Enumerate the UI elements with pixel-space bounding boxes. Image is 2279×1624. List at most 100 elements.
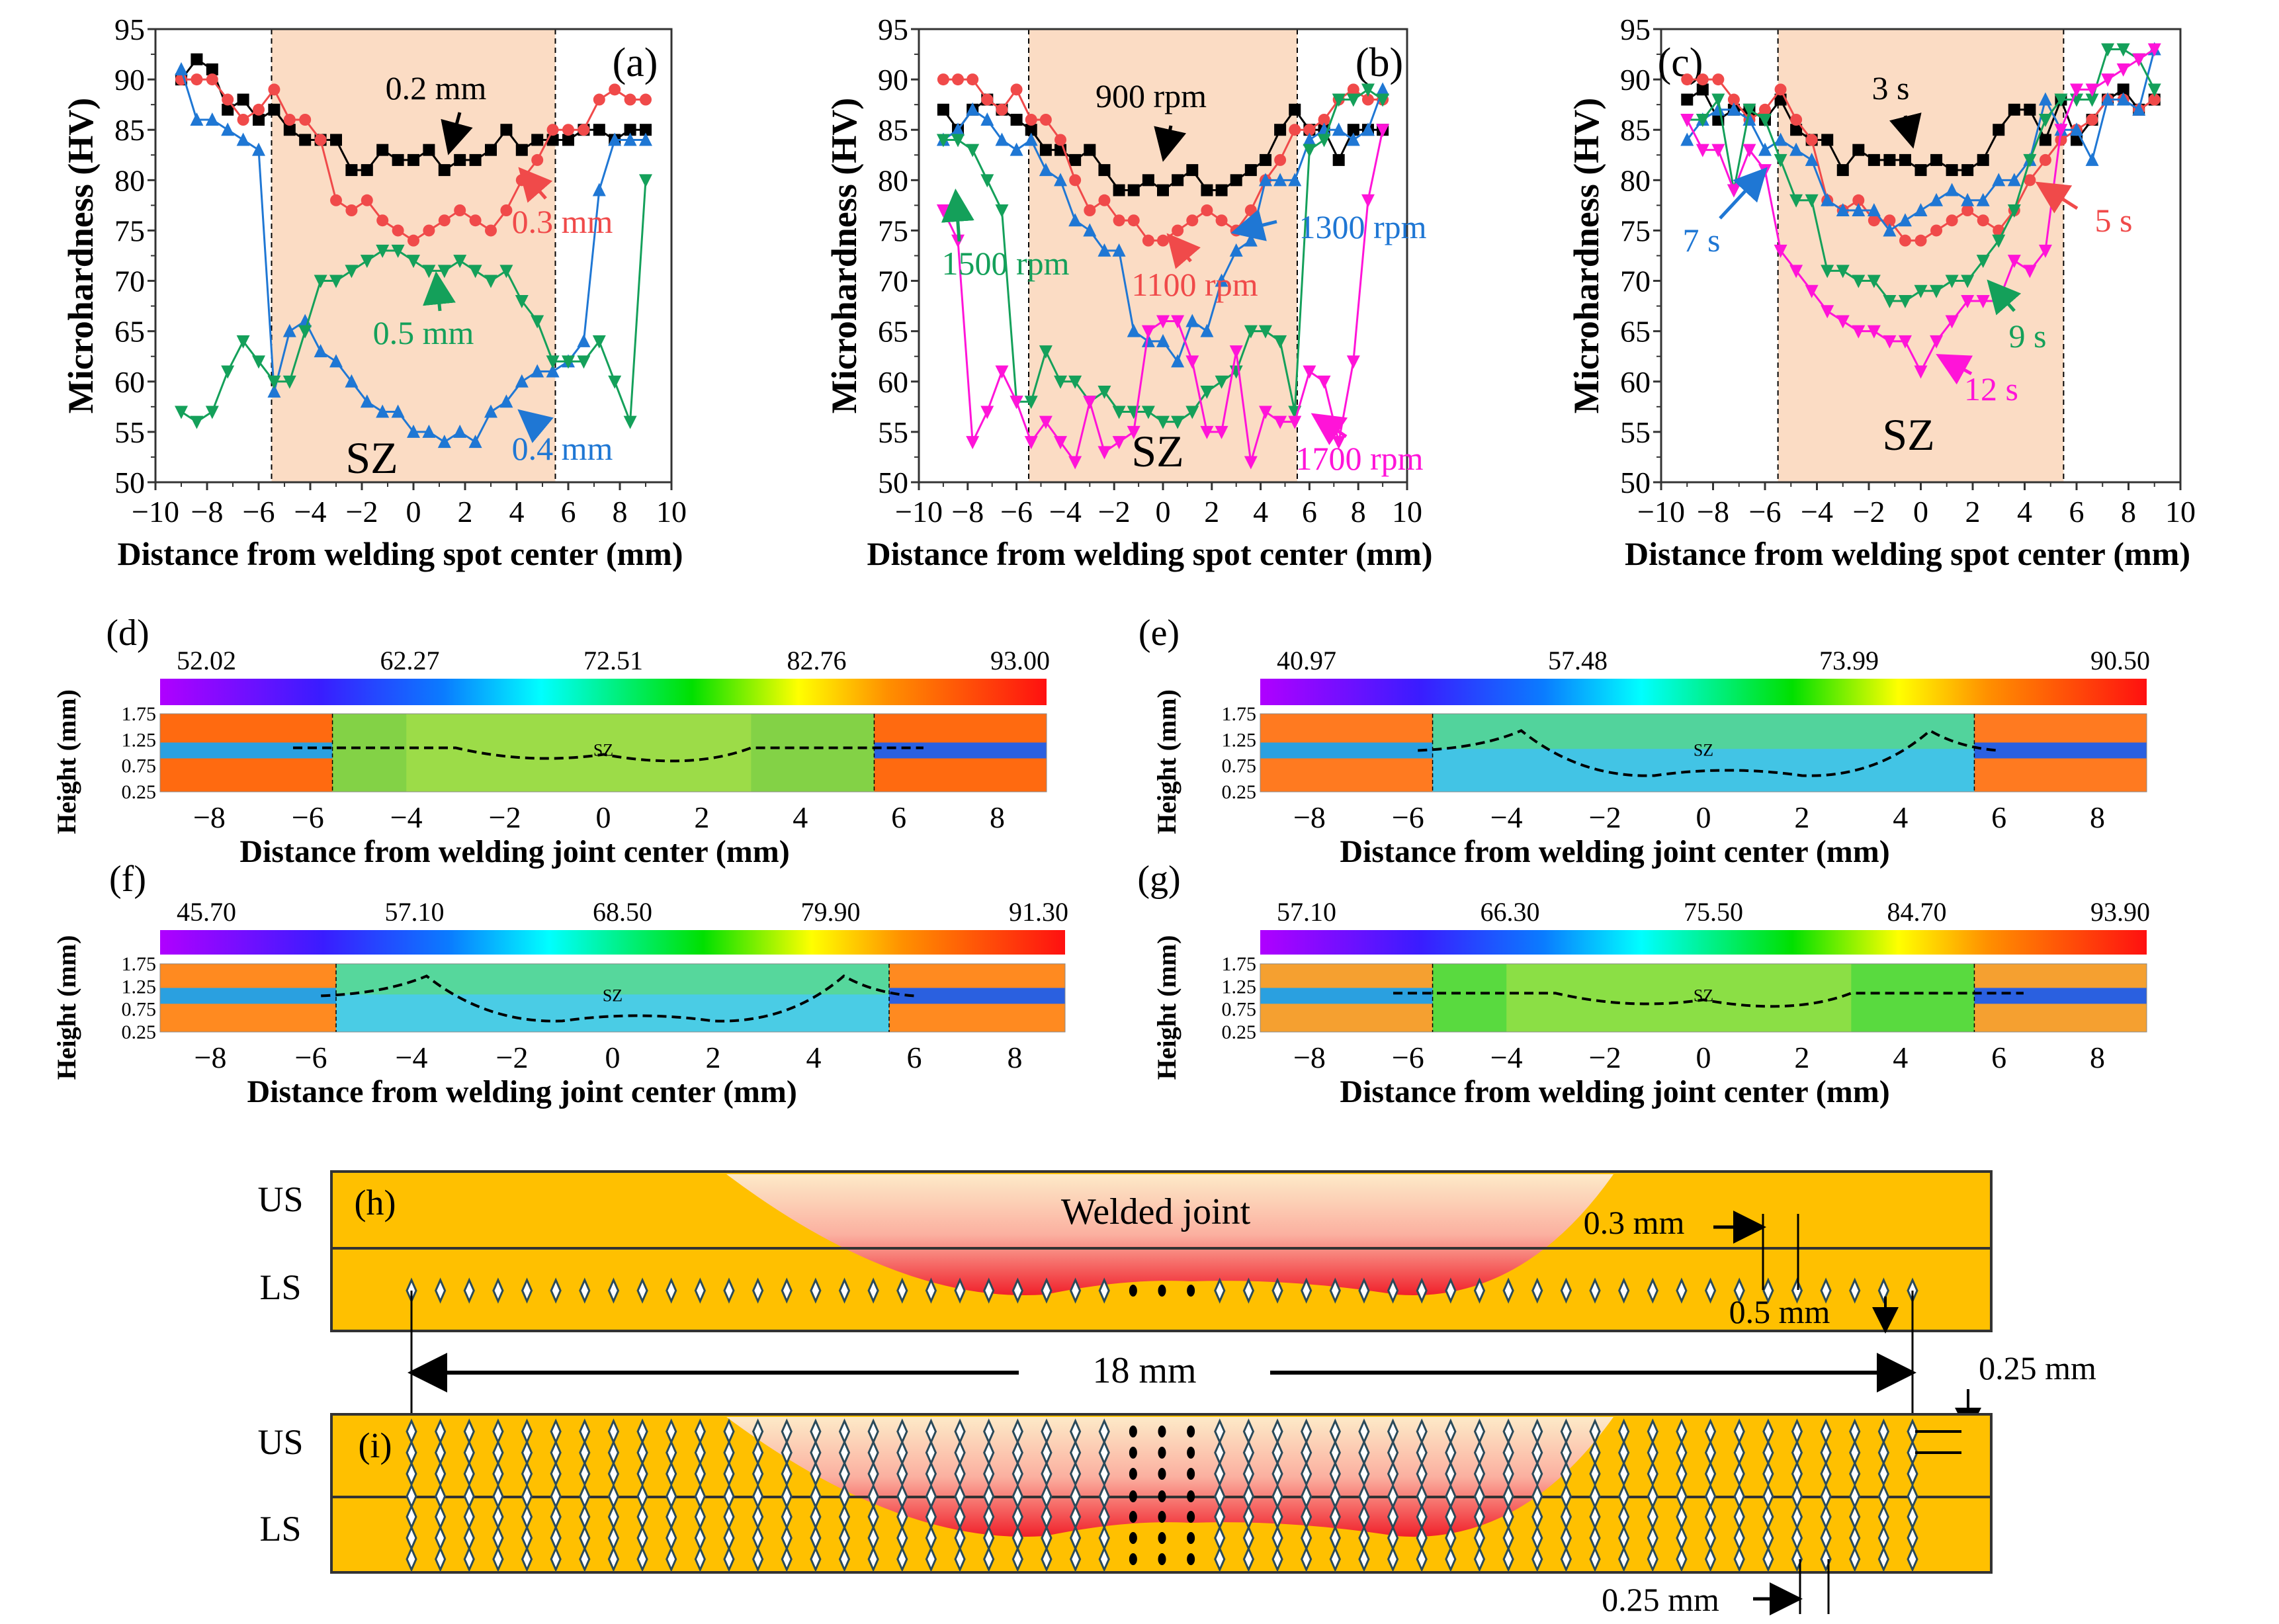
data-point xyxy=(1361,83,1375,97)
data-point xyxy=(237,93,249,106)
indent-marker xyxy=(983,1277,995,1304)
data-point xyxy=(1774,153,1787,167)
y-axis-title: Height (mm) xyxy=(52,689,81,834)
data-point xyxy=(1024,396,1038,409)
data-point xyxy=(1376,82,1390,96)
x-tick-label: −2 xyxy=(1589,1041,1621,1074)
colorbar-tick-label: 93.00 xyxy=(990,646,1050,675)
data-point xyxy=(1914,203,1928,216)
data-point xyxy=(1010,142,1023,156)
data-point xyxy=(298,325,312,339)
annotation-arrow xyxy=(423,271,456,312)
x-tick-label: 0 xyxy=(1913,495,1928,529)
indent-marker xyxy=(954,1277,966,1304)
indent-marker xyxy=(1877,1277,1890,1304)
y-axis-title: Microhardness (HV) xyxy=(1567,98,1606,413)
series-label: 3 s xyxy=(1872,69,1910,107)
indent-dot xyxy=(1187,1285,1195,1297)
data-point xyxy=(253,103,265,116)
indent-marker xyxy=(1820,1546,1832,1572)
data-point xyxy=(1083,396,1097,409)
data-point xyxy=(1836,265,1850,278)
x-tick-label: −2 xyxy=(496,1041,529,1074)
data-point xyxy=(268,83,280,96)
series-label: 1300 rpm xyxy=(1299,208,1426,245)
x-tick-label: 6 xyxy=(2069,495,2085,529)
y-tick-label: 60 xyxy=(878,365,908,399)
data-point xyxy=(376,404,390,418)
data-point xyxy=(1883,153,1896,166)
data-point xyxy=(1185,355,1199,369)
data-point xyxy=(2007,204,2021,218)
x-tick-label: 8 xyxy=(613,495,628,529)
series-label: 9 s xyxy=(2009,318,2047,355)
data-point xyxy=(1789,142,1803,156)
data-point xyxy=(1025,124,1037,136)
x-tick-label: −2 xyxy=(346,495,378,529)
data-point xyxy=(438,164,451,177)
data-point xyxy=(1898,335,1912,349)
data-point xyxy=(484,275,497,288)
annotation-arrow xyxy=(517,409,554,443)
indent-marker xyxy=(1271,1277,1283,1304)
data-point xyxy=(1742,144,1756,157)
indent-marker xyxy=(1618,1546,1630,1572)
data-point xyxy=(391,404,405,418)
data-point xyxy=(205,406,219,419)
data-point xyxy=(1821,305,1834,319)
data-point xyxy=(1852,144,1865,156)
data-point xyxy=(1068,375,1082,389)
data-point xyxy=(1039,345,1053,359)
data-point xyxy=(1977,153,1989,166)
data-point xyxy=(1930,224,1943,237)
x-tick-label: −8 xyxy=(1293,800,1326,834)
sz-label: SZ xyxy=(345,433,398,483)
x-tick-label: 6 xyxy=(1302,495,1317,529)
y-axis-title: Height (mm) xyxy=(52,935,81,1080)
colorbar-tick-label: 84.70 xyxy=(1887,897,1947,927)
indent-marker xyxy=(636,1546,648,1572)
series-1700-rpm xyxy=(936,124,1390,470)
y-tick-label: 1.75 xyxy=(122,703,157,725)
data-point xyxy=(283,114,296,126)
data-point xyxy=(608,132,622,146)
x-tick-label: 2 xyxy=(458,495,473,529)
y-tick-label: 50 xyxy=(878,466,908,499)
indent-marker xyxy=(838,1277,851,1304)
colorbar-tick-label: 57.10 xyxy=(385,897,445,927)
indent-dot xyxy=(1158,1553,1166,1565)
y-tick-label: 0.75 xyxy=(122,755,157,777)
data-point xyxy=(485,224,497,237)
indent-dot xyxy=(1129,1285,1137,1297)
data-point xyxy=(1696,83,1709,96)
indent-marker xyxy=(781,1277,793,1304)
interface-band-left xyxy=(1260,988,1433,1004)
data-point xyxy=(1346,93,1360,107)
data-point xyxy=(376,144,389,156)
indent-marker xyxy=(896,1277,908,1304)
chart-b: −10 −8 −6 −4 −2 0 2 4 6 8 10 50 55 60 65 70 75 80 85 90 95 Di… xyxy=(824,13,1432,572)
data-point xyxy=(2038,92,2052,106)
data-point xyxy=(205,112,219,126)
x-tick-label: −10 xyxy=(895,495,943,529)
data-point xyxy=(423,144,435,156)
upper-sheet-label: US xyxy=(257,1179,303,1219)
data-point xyxy=(1010,83,1023,96)
colorbar xyxy=(160,679,1047,705)
indent-marker xyxy=(1301,1546,1312,1572)
data-point xyxy=(1930,153,1943,166)
data-point xyxy=(485,144,497,156)
y-tick-label: 55 xyxy=(878,415,908,449)
y-tick-label: 1.75 xyxy=(122,953,157,975)
heatmap-transition-zone xyxy=(406,714,752,792)
indent-dot xyxy=(1158,1490,1166,1502)
heatmap-frame xyxy=(159,963,1066,1033)
sz-outline xyxy=(321,974,915,1023)
data-point xyxy=(1805,152,1819,166)
indent-marker xyxy=(781,1546,793,1572)
data-point xyxy=(1883,295,1897,308)
span-label: 18 mm xyxy=(1092,1350,1196,1391)
x-tick-label: 2 xyxy=(706,1041,721,1074)
data-point xyxy=(1112,243,1126,257)
